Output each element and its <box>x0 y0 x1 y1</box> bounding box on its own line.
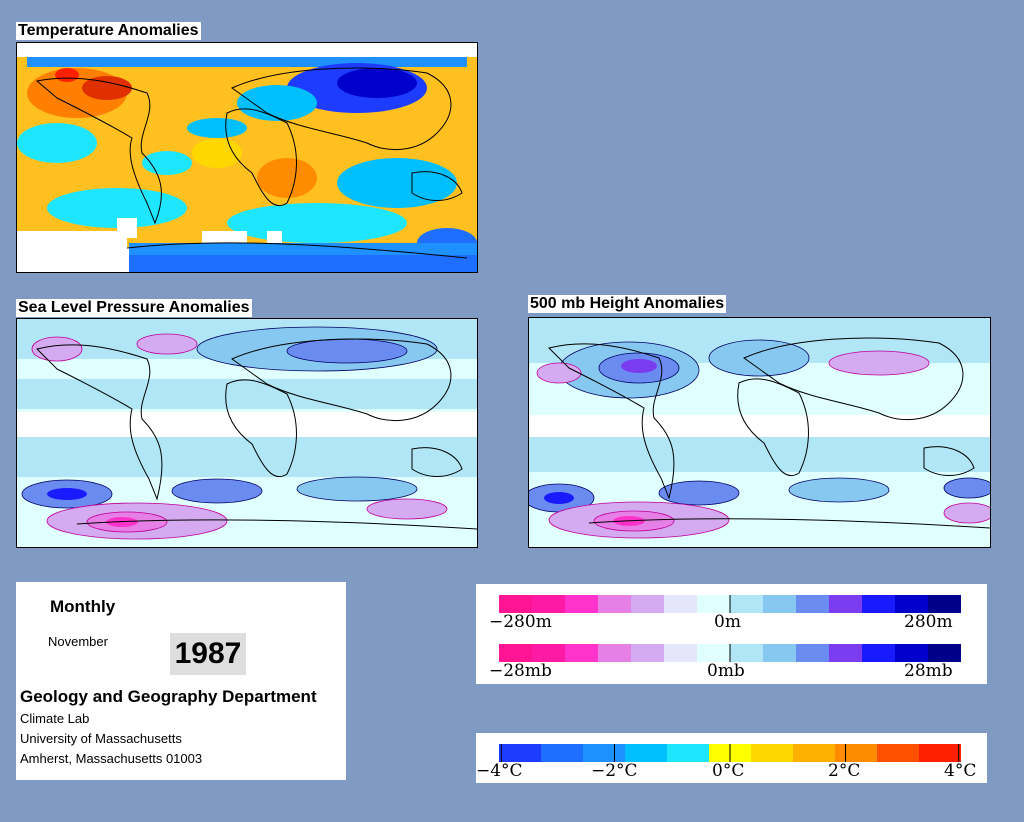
color-swatch <box>598 595 632 613</box>
color-swatch <box>664 644 698 662</box>
color-swatch <box>499 744 542 762</box>
pressure-min-label: −28mb <box>489 661 552 681</box>
sea-level-pressure-anomaly-map <box>16 318 478 548</box>
color-swatch <box>928 595 961 613</box>
color-swatch <box>631 644 665 662</box>
affiliation-line: University of Massachusetts <box>20 731 182 746</box>
temp-label: 0°C <box>712 761 745 781</box>
color-swatch <box>532 595 566 613</box>
temp-label: −4°C <box>476 761 523 781</box>
height-mid-label: 0m <box>714 612 741 632</box>
color-swatch <box>565 644 599 662</box>
color-swatch <box>895 595 929 613</box>
color-swatch <box>928 644 961 662</box>
color-swatch <box>919 744 961 762</box>
color-swatch <box>793 744 836 762</box>
color-swatch <box>631 595 665 613</box>
color-swatch <box>763 595 797 613</box>
temp-label: 2°C <box>828 761 861 781</box>
temperature-legend: −4°C −2°C 0°C 2°C 4°C <box>476 733 987 783</box>
height-color-bar <box>499 595 961 613</box>
info-box: Monthly November 1987 Geology and Geogra… <box>16 582 346 780</box>
temperature-map-graphic <box>17 43 477 272</box>
color-swatch <box>697 644 731 662</box>
color-swatch <box>796 644 830 662</box>
color-swatch <box>862 595 896 613</box>
color-swatch <box>583 744 626 762</box>
color-swatch <box>730 644 764 662</box>
color-swatch <box>565 595 599 613</box>
color-swatch <box>541 744 584 762</box>
period-label: Monthly <box>50 597 116 616</box>
height-min-label: −280m <box>489 612 552 632</box>
color-swatch <box>499 595 533 613</box>
color-swatch <box>697 595 731 613</box>
500mb-height-anomaly-map <box>528 317 991 548</box>
color-swatch <box>895 644 929 662</box>
temperature-color-bar <box>499 744 961 762</box>
department-label: Geology and Geography Department <box>20 687 317 706</box>
temp-label: 4°C <box>944 761 977 781</box>
color-swatch <box>664 595 698 613</box>
500mb-height-anomalies-title: 500 mb Height Anomalies <box>528 295 727 313</box>
color-swatch <box>796 595 830 613</box>
color-swatch <box>829 644 863 662</box>
temp-label: −2°C <box>591 761 638 781</box>
color-swatch <box>625 744 668 762</box>
affiliation-line: Amherst, Massachusetts 01003 <box>20 751 203 766</box>
year-label: 1987 <box>170 633 246 675</box>
pressure-height-legend: −280m 0m 280m −28mb 0mb 28mb <box>476 584 987 684</box>
slp-map-graphic <box>17 319 477 540</box>
height-max-label: 280m <box>904 612 953 632</box>
color-swatch <box>751 744 794 762</box>
sea-level-pressure-anomalies-title: Sea Level Pressure Anomalies <box>16 299 252 317</box>
affiliation-line: Climate Lab <box>20 711 90 726</box>
color-swatch <box>877 744 920 762</box>
temperature-anomaly-map <box>16 42 478 273</box>
color-swatch <box>667 744 710 762</box>
pressure-mid-label: 0mb <box>707 661 745 681</box>
color-swatch <box>835 744 878 762</box>
color-swatch <box>499 644 533 662</box>
color-swatch <box>862 644 896 662</box>
temperature-anomalies-title: Temperature Anomalies <box>16 22 201 40</box>
color-swatch <box>730 595 764 613</box>
color-swatch <box>532 644 566 662</box>
color-swatch <box>763 644 797 662</box>
color-swatch <box>598 644 632 662</box>
height-map-graphic <box>529 318 990 539</box>
month-label: November <box>48 634 108 649</box>
pressure-color-bar <box>499 644 961 662</box>
color-swatch <box>829 595 863 613</box>
pressure-max-label: 28mb <box>904 661 953 681</box>
